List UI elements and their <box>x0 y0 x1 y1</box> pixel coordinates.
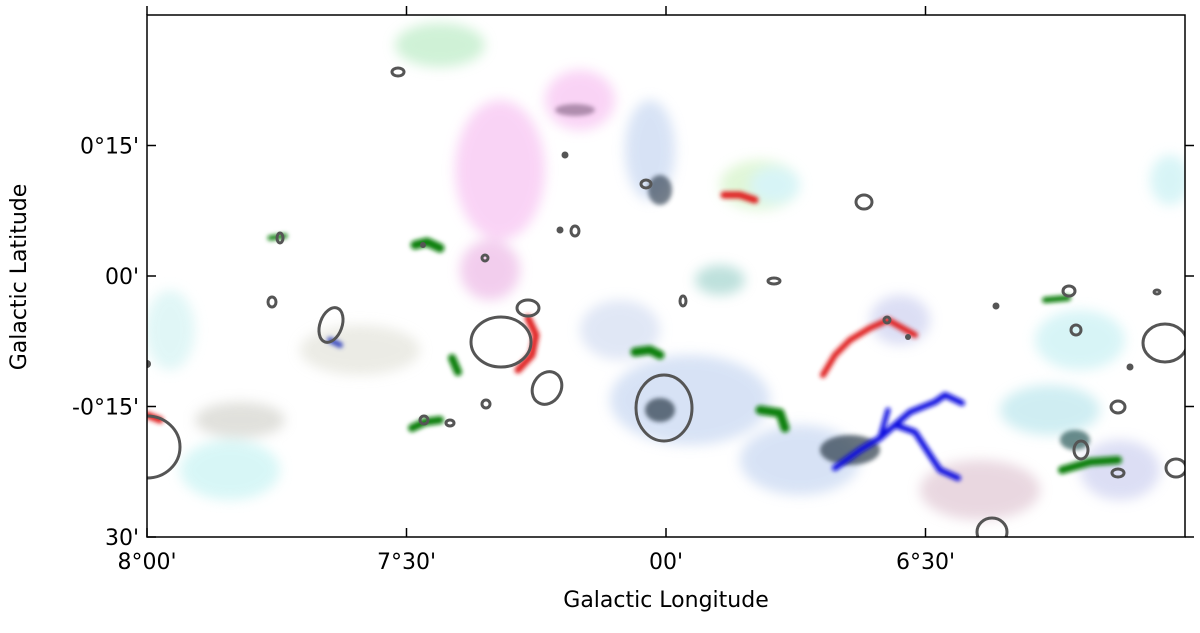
source-ellipses <box>147 66 1185 537</box>
y-tick-label: 30' <box>105 526 139 551</box>
y-tick-label: 0°15' <box>80 135 139 160</box>
x-tick-label: 7°30' <box>377 550 436 575</box>
dark-clumps <box>555 104 1090 465</box>
map-image <box>147 23 1185 537</box>
y-tick-label: 00' <box>105 265 139 290</box>
y-tick-label: -0°15' <box>72 396 139 421</box>
plot-frame <box>146 14 1186 538</box>
x-tick-label: 00' <box>649 550 683 575</box>
emission-background <box>147 23 1185 520</box>
y-axis-label: Galactic Latitude <box>7 184 32 371</box>
x-tick-label: 8°00' <box>117 550 176 575</box>
x-axis-label: Galactic Longitude <box>563 588 768 613</box>
x-tick-label: 6°30' <box>896 550 955 575</box>
point-sources <box>147 151 1134 371</box>
